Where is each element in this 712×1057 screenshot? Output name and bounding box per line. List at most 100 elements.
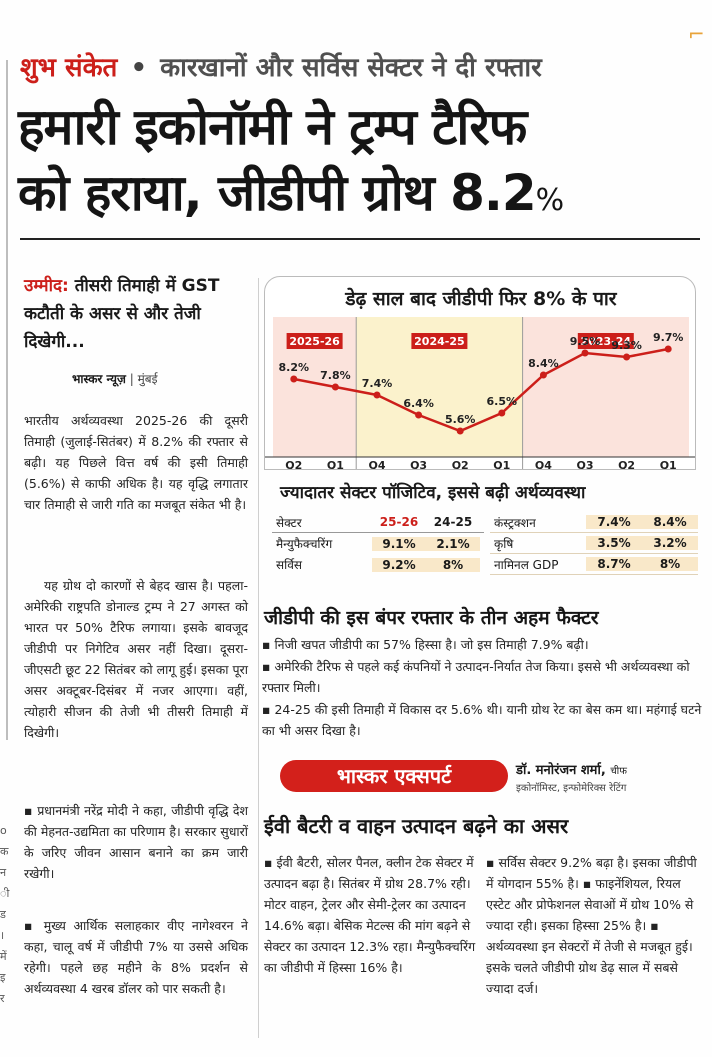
body-paragraph: भारतीय अर्थव्यवस्था 2025-26 की दूसरी तिम… [24,413,248,512]
headline-line-1: हमारी इकोनॉमी ने ट्रम्प टैरिफ [18,98,527,156]
table-cell: 9.1% [372,536,426,551]
data-point [539,371,547,379]
kicker-separator: • [130,53,148,83]
kicker: शुभ संकेत • कारखानों और सर्विस सेक्टर ने… [20,48,542,84]
factors-list: ▪ निजी खपत जीडीपी का 57% हिस्सा है। जो इ… [262,634,702,742]
data-point [456,427,464,435]
deck: उम्मीद: तीसरी तिमाही में GST कटौती के अस… [24,272,248,356]
table-header: 24-25 [433,515,473,529]
headline-percent: % [535,183,564,218]
headline-line-2-text: को हराया, जीडीपी ग्रोथ 8.2 [18,164,537,222]
byline-agency: भास्कर न्यूज़ [72,372,126,386]
fragment-char: में [0,950,7,963]
table-cell: कंस्ट्रक्शन [494,515,536,530]
data-point [373,391,381,399]
table-cell: 8.7% [586,557,642,571]
x-tick-label: Q2 [452,459,469,470]
expert-name: डॉ. मनोरंजन शर्मा, चीफ [516,760,627,778]
body-paragraph: यह ग्रोथ दो कारणों से बेहद खास है। पहला-… [24,578,248,740]
fragment-char: o [0,824,7,837]
table-cell: कृषि [494,536,514,551]
x-tick-label: Q1 [660,459,677,470]
table-row: कृषि 3.5% 3.2% [490,533,698,554]
deck-text: तीसरी तिमाही में GST कटौती के असर से और … [24,276,220,352]
data-label: 6.4% [403,397,434,410]
table-row: कंस्ट्रक्शन 7.4% 8.4% [490,512,698,533]
year-tag [577,333,634,349]
table-row: मैन्युफैक्चरिंग 9.1% 2.1% [272,533,484,554]
table-cell: 8.4% [642,515,698,529]
data-point [664,345,672,353]
data-point [623,353,631,361]
chart-title: डेढ़ साल बाद जीडीपी फिर 8% के पार [345,288,617,310]
table-cell: 3.2% [642,536,698,550]
x-tick-label: Q2 [285,459,302,470]
gdp-series-line [293,347,669,433]
table-row: नामिनल GDP 8.7% 8% [490,554,698,575]
sector-table-title: ज्यादातर सेक्टर पॉजिटिव, इससे बढ़ी अर्थव… [280,483,586,503]
headline-rule [20,238,700,240]
expert-title: ईवी बैटरी व वाहन उत्पादन बढ़ने का असर [264,814,569,838]
body-paragraph: ▪ मुख्य आर्थिक सलाहकार वीए नागेश्वरन ने … [24,918,248,996]
expert-name-text: डॉ. मनोरंजन शर्मा, [516,763,606,778]
headline-line-2: को हराया, जीडीपी ग्रोथ 8.2% [18,160,698,234]
data-label: 9.7% [653,331,684,344]
data-point [415,411,423,419]
data-label: 8.4% [528,357,559,370]
fragment-char: न [0,866,7,879]
gdp-chart: 2025-26 2024-25 2023-24 Q2 Q1 Q4 Q3 Q2 Q1 Q4 Q3 Q2 Q… [264,276,696,470]
gdp-chart-svg: 2025-26 2024-25 2023-24 Q2 Q1 Q4 Q3 Q2 Q1 Q4 Q3 Q2 Q… [265,317,695,470]
table-cell: 3.5% [586,536,642,550]
table-row: सर्विस 9.2% 8% [272,554,484,575]
year-tag [286,333,343,349]
deck-label: उम्मीद: [24,276,69,296]
expert-name-suffix: चीफ [610,766,627,777]
data-label: 9.5% [570,335,601,348]
x-tick-label: Q1 [493,459,510,470]
fragment-char: ड [0,908,6,921]
data-label: 7.4% [362,377,393,390]
body-paragraph: ▪ प्रधानमंत्री नरेंद्र मोदी ने कहा, जीडी… [24,803,248,881]
list-item: ▪ निजी खपत जीडीपी का 57% हिस्सा है। जो इ… [262,637,589,652]
headline: हमारी इकोनॉमी ने ट्रम्प टैरिफ को हराया, … [18,94,698,234]
year-tag-label: 2023-24 [581,335,632,348]
factors-title: जीडीपी की इस बंपर रफ्तार के तीन अहम फैक्… [264,607,599,629]
expert-role: इकोनॉमिस्ट, इन्फोमेरिक्स रेटिंग [516,783,627,794]
adjacent-column-fragment: o क न ी ड । में इ र [0,820,12,1009]
year-tag-label: 2024-25 [414,335,465,348]
expert-column-1: ▪ ईवी बैटरी, सोलर पैनल, क्लीन टेक सेक्टर… [264,855,476,975]
table-header: सेक्टर [276,515,302,530]
fragment-char: । [0,929,5,942]
table-cell: नामिनल GDP [494,557,559,572]
data-label: 8.2% [279,361,310,374]
corner-ornament-icon: ⌐ [688,22,705,46]
data-label: 6.5% [487,395,518,408]
column-divider [258,278,259,1038]
table-cell: 2.1% [426,536,480,551]
table-header: 25-26 [379,515,419,529]
byline: भास्कर न्यूज़ | मुंबई [72,370,158,387]
x-tick-label: Q2 [618,459,635,470]
table-header-row: सेक्टर 25-26 24-25 [272,512,484,533]
expert-badge: भास्कर एक्सपर्ट [280,760,508,792]
expert-column-2: ▪ सर्विस सेक्टर 9.2% बढ़ा है। इसका जीडीप… [486,855,697,996]
page-edge-divider [6,60,8,740]
list-item: ▪ अमेरिकी टैरिफ से पहले कई कंपनियों ने उ… [262,658,690,696]
byline-city: मुंबई [137,372,158,386]
data-label: 9.3% [611,339,642,352]
fragment-char: र [0,992,5,1005]
table-cell: 8% [642,557,698,571]
fragment-char: इ [0,971,6,984]
sector-table-right: कंस्ट्रक्शन 7.4% 8.4% कृषि 3.5% 3.2% नाम… [490,512,698,575]
x-tick-label: Q4 [535,459,552,470]
table-cell: 7.4% [586,515,642,529]
list-item: ▪ 24-25 की इसी तिमाही में विकास दर 5.6% … [262,701,702,739]
data-point [581,349,589,357]
year-tag [411,333,468,349]
x-tick-label: Q3 [576,459,593,470]
table-cell: मैन्युफैक्चरिंग [276,537,333,551]
x-tick-label: Q1 [327,459,344,470]
year-tag-label: 2025-26 [289,335,340,348]
table-cell: 8% [426,557,480,572]
